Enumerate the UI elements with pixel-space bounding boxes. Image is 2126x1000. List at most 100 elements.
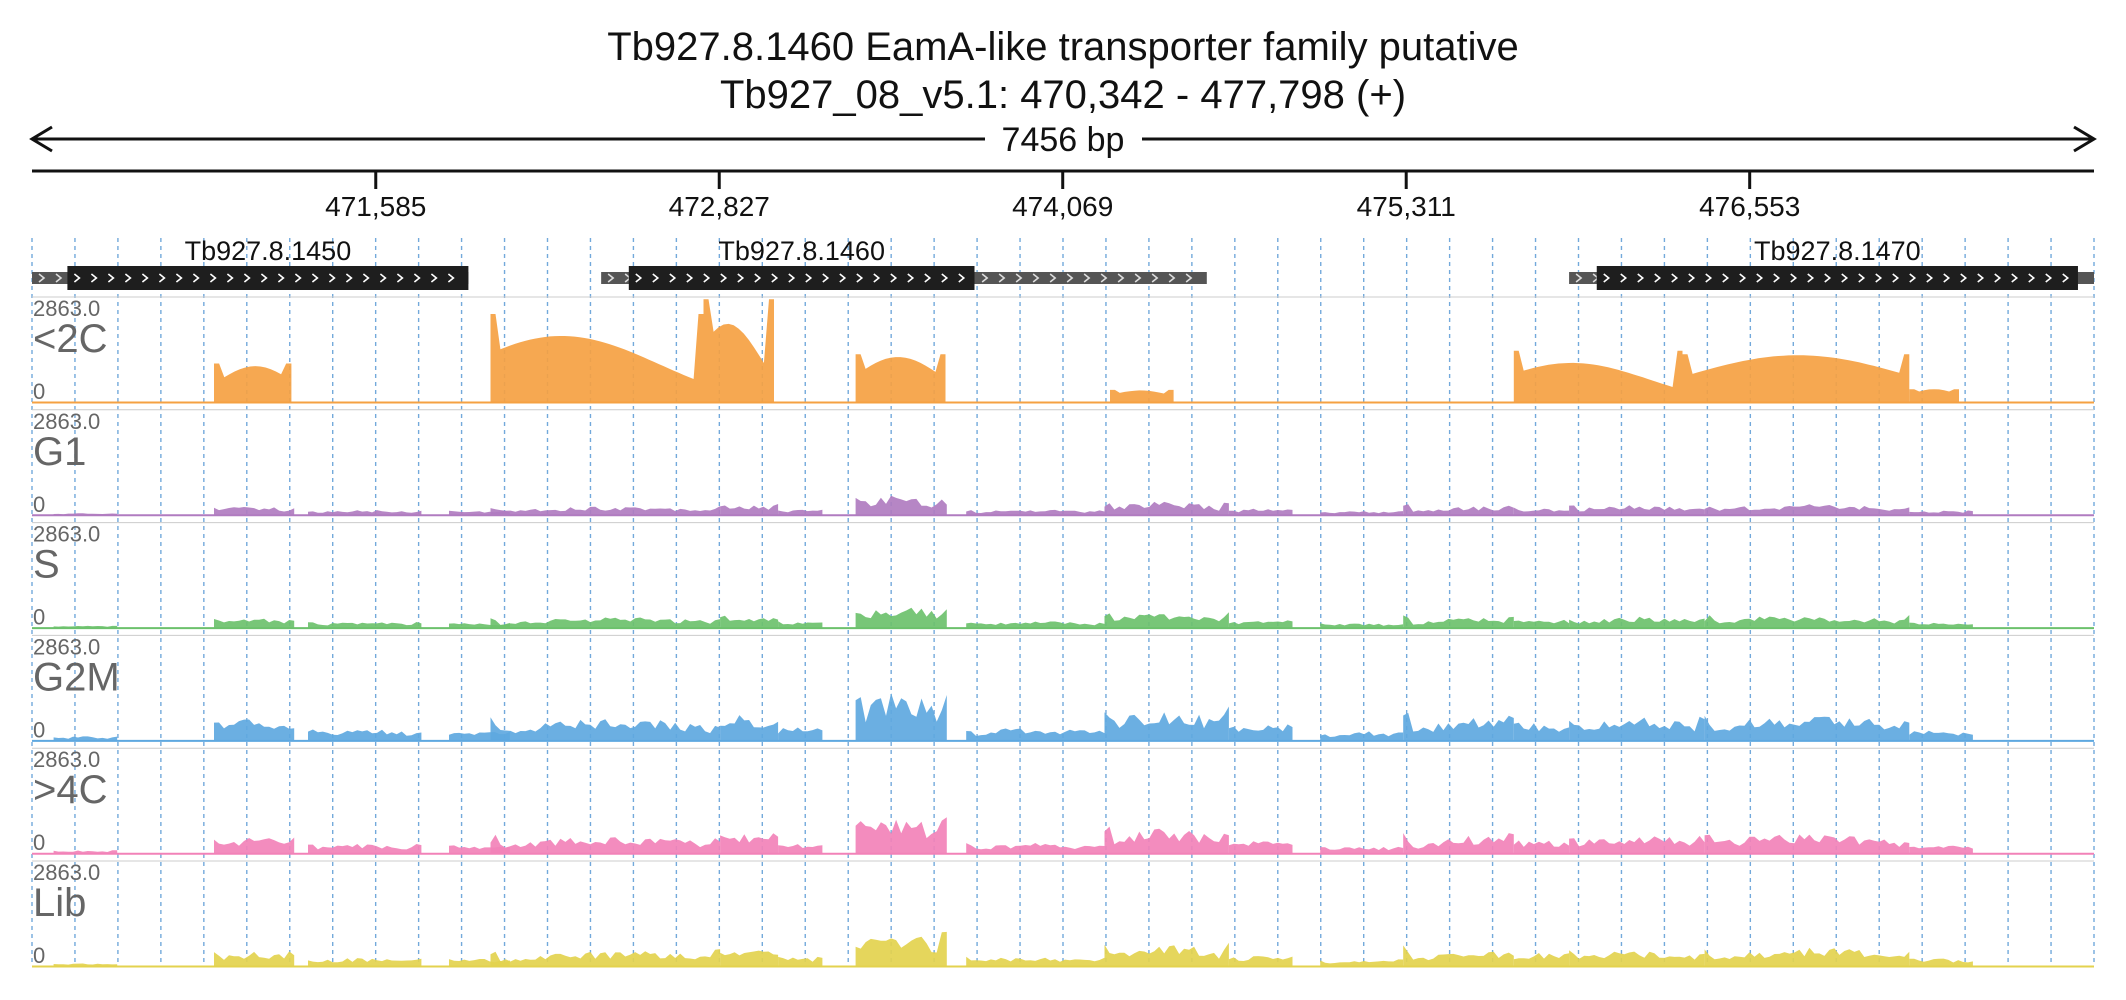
coverage-region	[308, 622, 422, 628]
coverage-region	[1228, 724, 1293, 741]
coverage-region	[1513, 722, 1570, 741]
cds-strand-arrow	[2045, 273, 2053, 283]
cds-strand-arrow	[73, 273, 81, 283]
coverage-region	[490, 834, 721, 854]
cds-strand-arrow	[2011, 273, 2019, 283]
track-max-label: 2863.0	[33, 860, 100, 885]
span-arrow-left	[29, 125, 53, 153]
cds-strand-arrow	[1858, 273, 1866, 283]
gene-0: Tb927.8.1450	[32, 236, 469, 290]
cds-strand-arrow	[652, 273, 660, 283]
coverage-region	[855, 817, 947, 854]
coverage-region	[1403, 833, 1514, 854]
coverage-region	[308, 729, 422, 741]
coverage-region	[53, 736, 118, 741]
cds-strand-arrow	[1790, 273, 1798, 283]
span-length-label: 7456 bp	[1002, 121, 1125, 159]
coverage-region	[1320, 959, 1404, 966]
coverage-region	[53, 850, 118, 854]
coverage-region	[1104, 826, 1229, 854]
coverage-region	[1104, 942, 1229, 966]
chart-title: Tb927.8.1460 EamA-like transporter famil…	[607, 25, 1519, 69]
cds-strand-arrow	[447, 273, 455, 283]
cds-strand-arrow	[1620, 273, 1628, 283]
utr-strand-arrow	[1015, 273, 1023, 283]
cds-strand-arrow	[311, 273, 319, 283]
cds-strand-arrow	[1824, 273, 1832, 283]
cds-strand-arrow	[1773, 273, 1781, 283]
cds-strand-arrow	[839, 273, 847, 283]
cds-strand-arrow	[1705, 273, 1713, 283]
coverage-region	[1104, 501, 1229, 515]
cds-strand-arrow	[328, 273, 336, 283]
coverage-region	[855, 607, 947, 628]
coverage-region	[1403, 712, 1514, 741]
track-zero-label: 0	[33, 717, 45, 742]
coverage-region	[1909, 730, 1973, 741]
coverage-region	[855, 931, 947, 966]
gene-cds-bar	[67, 266, 469, 290]
cds-strand-arrow	[430, 273, 438, 283]
track-1: 2863.0G1 0	[32, 409, 2094, 517]
utr-strand-arrow	[1049, 273, 1057, 283]
coverage-region	[720, 715, 779, 741]
tick-label-1: 472,827	[669, 191, 770, 222]
track-name-label: >4C	[33, 768, 108, 812]
cds-strand-arrow	[1943, 273, 1951, 283]
track-zero-label: 0	[33, 605, 45, 630]
cds-strand-arrow	[771, 273, 779, 283]
coverage-region	[855, 354, 946, 402]
cds-strand-arrow	[362, 273, 370, 283]
coverage-region	[308, 510, 422, 515]
tick-label-2: 474,069	[1012, 191, 1113, 222]
cds-strand-arrow	[107, 273, 115, 283]
coverage-region	[490, 506, 721, 515]
track-max-label: 2863.0	[33, 409, 100, 434]
coverage-region	[778, 844, 823, 854]
coverage-region	[1104, 612, 1229, 628]
cds-strand-arrow	[1807, 273, 1815, 283]
coverage-region	[1320, 846, 1404, 854]
coverage-region	[1569, 716, 1705, 741]
coverage-region	[1569, 505, 1705, 515]
track-max-label: 2863.0	[33, 747, 100, 772]
cds-strand-arrow	[1671, 273, 1679, 283]
coverage-region	[720, 950, 779, 966]
coverage-region	[855, 693, 947, 741]
chart-subtitle: Tb927_08_v5.1: 470,342 - 477,798 (+)	[720, 73, 1406, 117]
cds-strand-arrow	[1875, 273, 1883, 283]
cds-strand-arrow	[703, 273, 711, 283]
track-zero-label: 0	[33, 830, 45, 855]
coverage-region	[1704, 615, 1910, 628]
cds-strand-arrow	[1722, 273, 1730, 283]
coverage-region	[1704, 715, 1910, 741]
coverage-region	[966, 509, 1105, 515]
cds-strand-arrow	[243, 273, 251, 283]
coverage-region	[1704, 504, 1910, 515]
track-name-label: G2M	[33, 655, 120, 699]
track-zero-label: 0	[33, 379, 45, 404]
cds-strand-arrow	[2062, 273, 2070, 283]
cds-strand-arrow	[737, 273, 745, 283]
coverage-region	[1320, 511, 1404, 515]
cds-strand-arrow	[260, 273, 268, 283]
gene-label: Tb927.8.1470	[1754, 236, 1921, 266]
coverage-region	[720, 615, 779, 628]
utr-strand-arrow	[55, 273, 63, 283]
cds-strand-arrow	[941, 273, 949, 283]
track-max-label: 2863.0	[33, 296, 100, 321]
coverage-region	[490, 617, 721, 628]
gene-cds-bar	[1596, 266, 2078, 290]
coverage-region	[1403, 945, 1514, 966]
cds-strand-arrow	[1841, 273, 1849, 283]
cds-strand-arrow	[720, 273, 728, 283]
coverage-region	[1403, 615, 1514, 628]
tick-label-4: 476,553	[1699, 191, 1800, 222]
track-2: 2863.0S 0	[32, 522, 2094, 630]
utr-strand-arrow	[38, 273, 46, 283]
coverage-region	[1320, 623, 1404, 628]
grid-lines	[31, 238, 2095, 962]
coverage-region	[1909, 958, 1973, 966]
